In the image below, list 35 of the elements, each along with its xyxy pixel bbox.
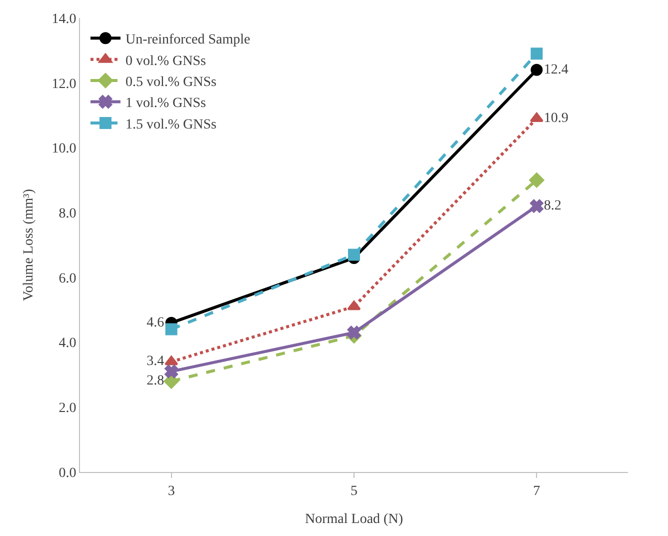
- legend-label: 0 vol.% GNSs: [125, 54, 206, 69]
- x-tick-label: 5: [350, 484, 358, 499]
- data-label: 3.4: [146, 354, 164, 370]
- y-tick-label: 12.0: [52, 76, 76, 92]
- y-tick-label: 8.0: [58, 206, 76, 222]
- point: [530, 112, 544, 122]
- point: [530, 64, 543, 76]
- data-label: 4.6: [146, 315, 164, 330]
- x-axis-title: Normal Load (N): [305, 512, 404, 528]
- point: [529, 172, 544, 188]
- y-tick-label: 2.0: [58, 401, 76, 416]
- y-tick-label: 6.0: [58, 271, 76, 286]
- y-tick-label: 0.0: [58, 466, 76, 481]
- point: [164, 356, 178, 366]
- legend-label: 0.5 vol.% GNSs: [125, 75, 216, 90]
- point: [530, 48, 543, 60]
- y-tick-label: 4.0: [58, 336, 76, 352]
- point: [347, 326, 361, 340]
- legend-label: 1.5 vol.% GNSs: [125, 117, 216, 132]
- x-tick-label: 7: [533, 484, 540, 499]
- point: [165, 323, 178, 336]
- data-label: 2.8: [146, 374, 164, 389]
- data-label: 8.2: [544, 198, 562, 214]
- data-label: 10.9: [544, 111, 568, 126]
- legend-label: Un-reinforced Sample: [125, 32, 250, 48]
- data-label: 12.4: [544, 62, 568, 78]
- point: [530, 199, 544, 213]
- point: [348, 248, 360, 261]
- legend-label: 1 vol.% GNSs: [125, 96, 206, 112]
- x-tick-label: 3: [168, 484, 175, 499]
- point: [347, 300, 361, 310]
- y-tick-label: 14.0: [52, 12, 76, 27]
- point: [164, 364, 178, 378]
- y-axis-title: Volume Loss (mm³): [21, 188, 36, 302]
- y-tick-label: 10.0: [52, 142, 76, 157]
